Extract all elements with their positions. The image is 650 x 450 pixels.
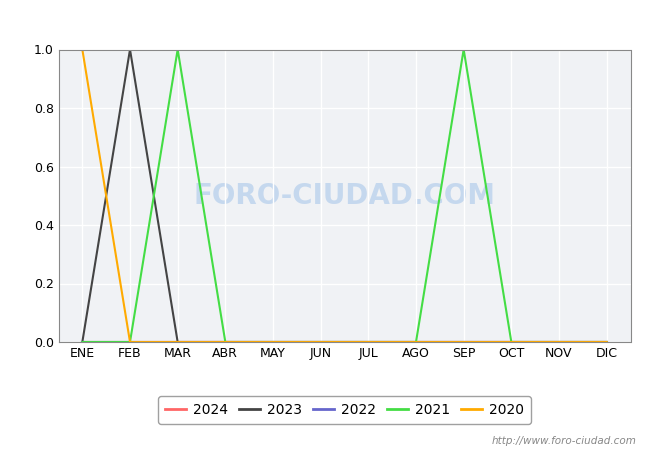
Text: http://www.foro-ciudad.com: http://www.foro-ciudad.com <box>492 436 637 446</box>
Text: Matriculaciones de Vehiculos en Monasterio de la Sierra: Matriculaciones de Vehiculos en Monaster… <box>93 11 557 29</box>
Legend: 2024, 2023, 2022, 2021, 2020: 2024, 2023, 2022, 2021, 2020 <box>159 396 530 423</box>
Text: FORO-CIUDAD.COM: FORO-CIUDAD.COM <box>194 182 495 210</box>
